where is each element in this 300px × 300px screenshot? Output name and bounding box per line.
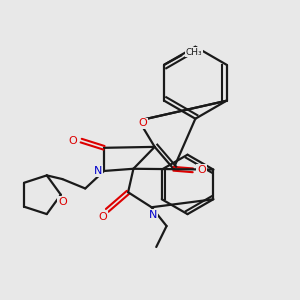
Text: O: O [58,196,67,207]
Text: N: N [94,166,103,176]
Text: O: O [197,165,206,175]
Text: N: N [149,210,157,220]
Text: CH₃: CH₃ [186,48,202,57]
Text: O: O [68,136,77,146]
Text: O: O [98,212,107,222]
Text: O: O [138,118,147,128]
